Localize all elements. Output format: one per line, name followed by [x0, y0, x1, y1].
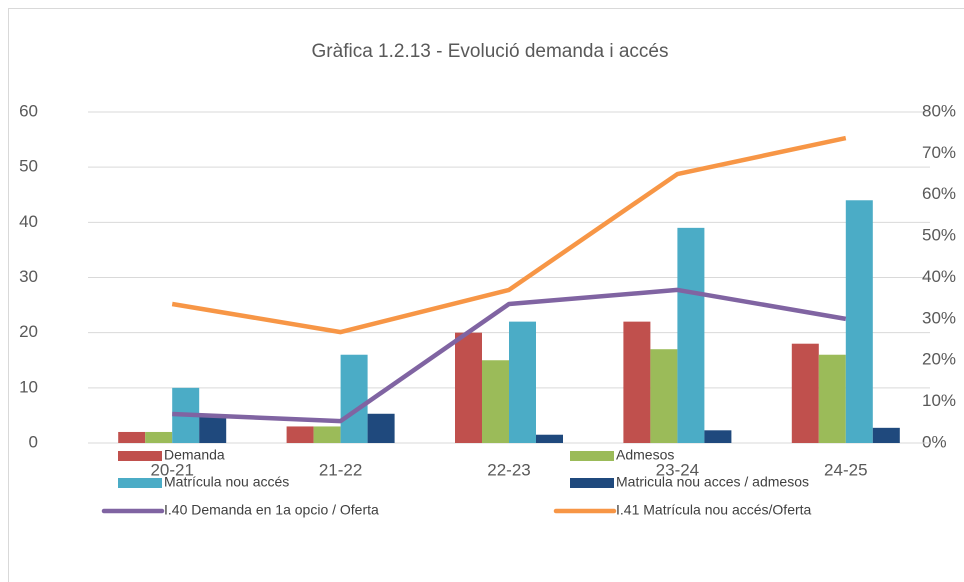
bar	[845, 200, 873, 443]
y2-tick-label: 70%	[922, 143, 956, 162]
x-tick-label: 21-22	[319, 460, 362, 479]
x-tick-label: 24-25	[824, 460, 867, 479]
legend-swatch	[570, 451, 614, 461]
y-tick-label: 30	[19, 267, 38, 286]
legend-label: I.40 Demanda en 1a opcio / Oferta	[164, 502, 379, 518]
bar	[313, 426, 341, 443]
bar	[118, 431, 146, 443]
y-tick-label: 20	[19, 322, 38, 341]
x-tick-label: 23-24	[656, 460, 699, 479]
legend-label: Admesos	[616, 447, 674, 463]
y-tick-label: 10	[19, 377, 38, 396]
bar	[536, 434, 563, 443]
y-tick-label: 60	[19, 101, 38, 120]
legend-label: I.41 Matrícula nou accés/Oferta	[616, 502, 812, 518]
chart-title: Gràfica 1.2.13 - Evolució demanda i accé…	[312, 41, 669, 62]
x-tick-label: 22-23	[487, 460, 530, 479]
legend-swatch	[570, 478, 614, 488]
bar	[482, 360, 509, 443]
bar	[340, 354, 368, 443]
bar	[199, 415, 227, 443]
y2-tick-label: 30%	[922, 308, 956, 327]
legend-label: Matricula nou acces / admesos	[616, 474, 809, 490]
bar	[455, 332, 482, 443]
legend-swatch	[118, 451, 162, 461]
y-tick-label: 40	[19, 212, 38, 231]
y2-tick-label: 80%	[922, 101, 956, 120]
line	[172, 287, 847, 424]
y2-tick-label: 40%	[922, 267, 956, 286]
bar	[872, 427, 900, 443]
bar	[286, 426, 314, 443]
bar	[623, 321, 651, 443]
bar	[677, 227, 705, 443]
y2-tick-label: 60%	[922, 184, 956, 203]
bar	[704, 430, 732, 443]
y2-tick-label: 50%	[922, 226, 956, 245]
legend-swatch	[118, 478, 162, 488]
bar	[145, 431, 173, 443]
bar	[791, 343, 819, 443]
x-tick-label: 20-21	[150, 460, 193, 479]
line	[171, 135, 847, 335]
y2-tick-label: 10%	[922, 391, 956, 410]
y-tick-label: 0	[29, 432, 38, 451]
y2-tick-label: 20%	[922, 350, 956, 369]
legend-label: Matrícula nou accés	[164, 474, 289, 490]
bar	[650, 349, 678, 443]
bar	[818, 354, 846, 443]
bar	[367, 413, 395, 443]
bar	[509, 321, 536, 443]
y-tick-label: 50	[19, 157, 38, 176]
legend-label: Demanda	[164, 447, 225, 463]
y2-tick-label: 0%	[922, 432, 947, 451]
